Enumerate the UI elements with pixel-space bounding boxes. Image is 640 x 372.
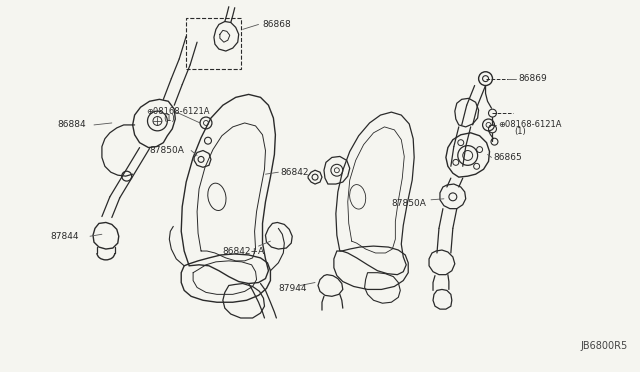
Text: ⊕08168-6121A: ⊕08168-6121A xyxy=(499,121,562,129)
Text: 86842: 86842 xyxy=(280,168,309,177)
Text: 86868: 86868 xyxy=(262,20,291,29)
Text: 87844: 87844 xyxy=(51,232,79,241)
Text: 86884: 86884 xyxy=(58,121,86,129)
Text: 87944: 87944 xyxy=(278,284,307,293)
Text: 87850A: 87850A xyxy=(392,199,426,208)
Text: ⊕08168-6121A: ⊕08168-6121A xyxy=(147,107,210,116)
Text: 86869: 86869 xyxy=(518,74,547,83)
Text: 86865: 86865 xyxy=(493,153,522,162)
Text: 87850A: 87850A xyxy=(150,146,184,155)
Text: (1): (1) xyxy=(515,127,526,136)
Text: JB6800R5: JB6800R5 xyxy=(580,341,627,352)
Text: (1): (1) xyxy=(163,113,175,122)
Text: 86842+A: 86842+A xyxy=(223,247,265,256)
